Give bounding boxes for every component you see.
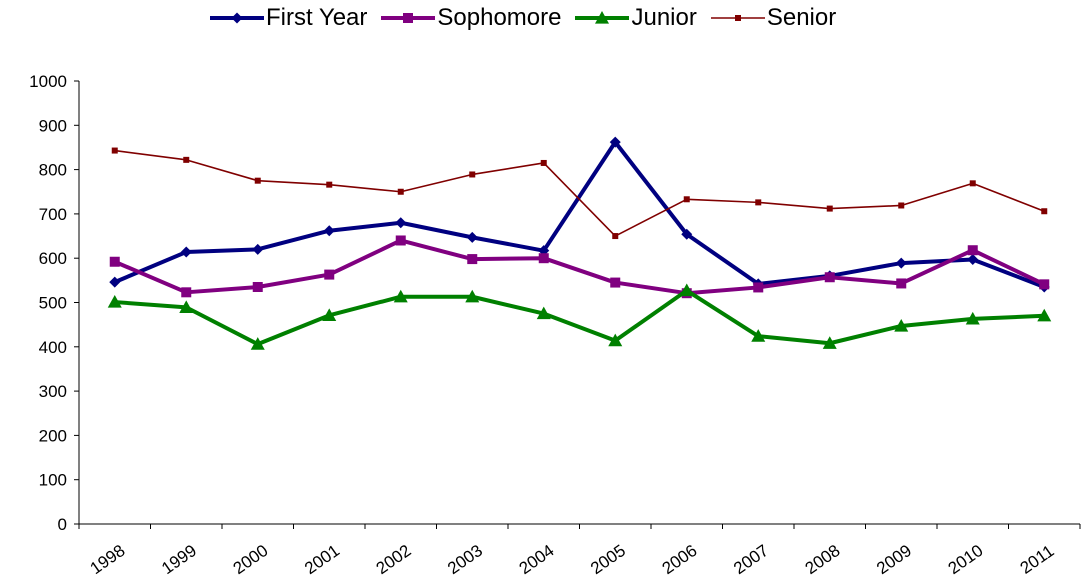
legend: First Year Sophomore Junior Senior — [210, 4, 850, 32]
data-point-sophomore — [824, 272, 835, 283]
data-point-first-year — [609, 136, 621, 148]
legend-swatch-first-year — [210, 12, 264, 24]
data-point-junior — [179, 300, 194, 313]
legend-item-sophomore: Sophomore — [381, 4, 561, 32]
data-point-junior — [1037, 308, 1052, 322]
data-point-junior — [894, 318, 909, 332]
data-point-first-year — [895, 257, 907, 269]
x-tick-label: 2002 — [373, 541, 415, 578]
data-point-senior — [1041, 208, 1048, 215]
legend-label: First Year — [266, 4, 368, 31]
x-tick-label: 1999 — [158, 541, 200, 578]
x-tick-label: 2007 — [730, 541, 772, 578]
data-point-sophomore — [896, 278, 907, 289]
data-point-junior — [679, 283, 694, 297]
series-line-senior — [114, 149, 1045, 237]
data-point-senior — [326, 181, 333, 188]
legend-item-junior: Junior — [575, 4, 697, 32]
data-point-sophomore — [324, 269, 335, 280]
data-point-senior — [540, 159, 547, 166]
data-point-first-year — [395, 217, 407, 229]
series-line-sophomore — [113, 238, 1046, 296]
legend-label: Junior — [631, 4, 697, 31]
data-point-senior — [254, 177, 261, 184]
data-point-senior — [397, 188, 404, 195]
x-tick-label: 2005 — [587, 541, 629, 578]
data-point-senior — [183, 156, 190, 163]
x-tick-label: 2001 — [301, 541, 343, 578]
x-tick-label: 2000 — [230, 541, 272, 578]
data-point-junior — [822, 336, 837, 349]
data-point-senior — [898, 202, 905, 209]
data-point-first-year — [323, 225, 335, 237]
y-tick-label: 0 — [58, 515, 67, 534]
data-point-junior — [751, 329, 766, 342]
y-tick-label: 100 — [39, 471, 67, 490]
data-point-first-year — [681, 228, 693, 240]
legend-swatch-senior — [710, 15, 765, 21]
legend-marker — [595, 11, 610, 24]
y-tick-label: 600 — [39, 249, 67, 268]
data-point-sophomore — [1039, 279, 1050, 290]
data-point-senior — [683, 196, 690, 203]
data-point-sophomore — [610, 277, 621, 288]
y-tick-label: 800 — [39, 161, 67, 180]
legend-item-senior: Senior — [710, 4, 837, 32]
data-point-senior — [826, 205, 833, 212]
legend-item-first-year: First Year — [210, 4, 367, 32]
data-point-sophomore — [395, 235, 406, 246]
data-point-senior — [111, 147, 118, 154]
data-point-sophomore — [967, 245, 978, 256]
data-point-sophomore — [181, 287, 192, 298]
data-point-junior — [536, 306, 551, 320]
data-point-senior — [612, 233, 619, 240]
legend-label: Sophomore — [437, 4, 562, 31]
data-point-senior — [755, 199, 762, 206]
x-tick-label: 2011 — [1017, 541, 1058, 578]
data-point-sophomore — [252, 281, 263, 292]
data-point-first-year — [967, 254, 979, 266]
x-tick-label: 2004 — [516, 541, 558, 578]
x-tick-label: 1998 — [87, 541, 129, 578]
y-tick-label: 700 — [39, 205, 67, 224]
y-tick-label: 300 — [39, 382, 67, 401]
x-tick-label: 2010 — [945, 541, 987, 578]
y-tick-label: 500 — [39, 294, 67, 313]
data-point-senior — [469, 171, 476, 178]
x-tick-label: 2008 — [802, 541, 844, 578]
data-point-first-year — [252, 243, 264, 255]
legend-swatch-junior — [575, 11, 630, 24]
series-line-first-year — [113, 140, 1045, 289]
data-point-junior — [393, 289, 408, 303]
data-point-senior — [969, 180, 976, 187]
legend-marker — [403, 13, 414, 23]
data-point-sophomore — [753, 282, 764, 293]
series-line-junior — [114, 288, 1045, 347]
legend-label: Senior — [766, 4, 837, 31]
data-point-junior — [107, 295, 122, 308]
y-tick-label: 200 — [39, 426, 67, 445]
data-point-sophomore — [467, 254, 478, 265]
x-tick-label: 2003 — [444, 541, 486, 578]
y-tick-label: 900 — [39, 116, 67, 135]
data-point-first-year — [180, 246, 192, 258]
legend-marker — [734, 15, 741, 21]
data-point-sophomore — [109, 256, 120, 267]
data-point-junior — [465, 289, 480, 303]
data-point-junior — [322, 308, 337, 321]
data-point-junior — [608, 333, 623, 347]
legend-marker — [231, 12, 243, 24]
x-tick-label: 2006 — [659, 541, 701, 578]
y-tick-label: 400 — [39, 338, 67, 357]
data-point-junior — [965, 311, 980, 325]
data-point-junior — [250, 337, 265, 350]
data-point-sophomore — [538, 253, 549, 264]
x-tick-label: 2009 — [873, 541, 915, 578]
data-point-first-year — [109, 276, 121, 288]
data-point-first-year — [466, 231, 478, 243]
y-tick-label: 1000 — [29, 72, 67, 91]
legend-swatch-sophomore — [381, 13, 436, 23]
